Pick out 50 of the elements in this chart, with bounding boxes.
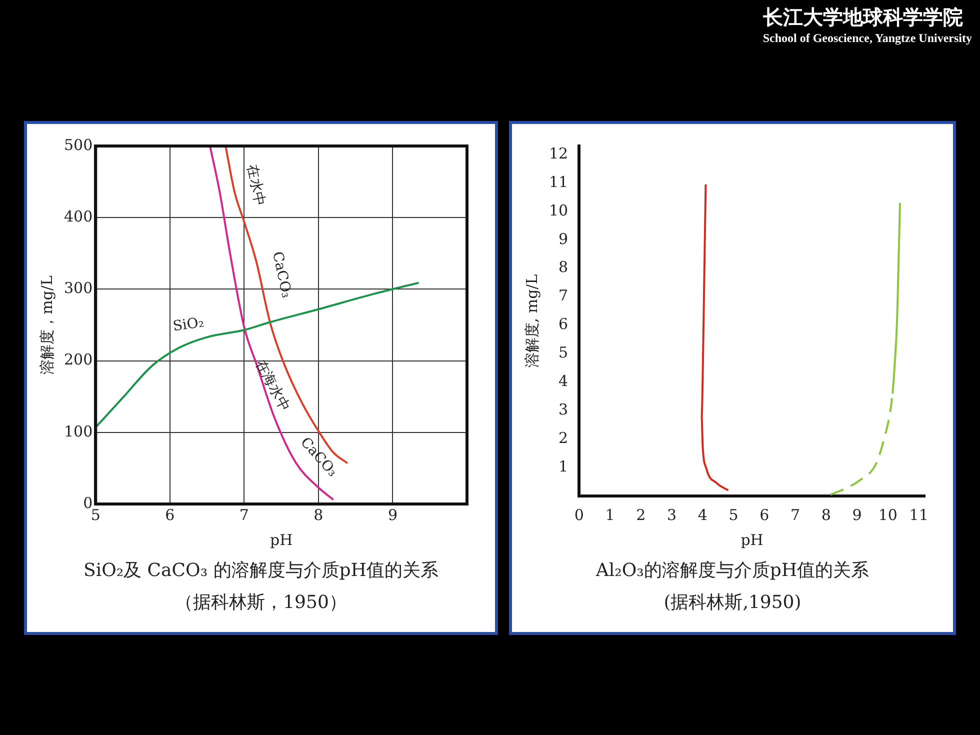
- x-tick-label: 8: [314, 506, 324, 524]
- x-tick-label: 3: [666, 506, 677, 524]
- x-tick-label: 9: [852, 506, 862, 524]
- line-series: [700, 183, 730, 492]
- annotation: CaCO₃: [268, 250, 294, 300]
- x-tick-label: 9: [388, 506, 398, 524]
- y-tick-label: 2: [558, 428, 568, 447]
- annotation: 在水中: [243, 163, 268, 208]
- x-tick-label: 4: [698, 506, 708, 524]
- text: Al₂O₃的溶解度与介质pH值的关系: [594, 559, 870, 582]
- y-tick-label: 0: [83, 494, 93, 512]
- x-tick-label: 6: [165, 506, 175, 524]
- line-series: [209, 146, 334, 501]
- y-tick-label: 4: [558, 372, 568, 390]
- x-axis-title: pH: [740, 530, 764, 549]
- y-tick-label: 100: [64, 422, 93, 440]
- y-tick-label: 400: [64, 207, 93, 226]
- y-tick-label: 200: [64, 350, 93, 369]
- y-tick-label: 300: [64, 279, 93, 298]
- text: （据科林斯，1950）: [174, 591, 348, 614]
- y-tick-label: 1: [558, 457, 568, 476]
- x-tick-label: 1: [605, 506, 615, 524]
- y-tick-label: 9: [558, 230, 568, 248]
- text: 长江大学地球科学学院: [762, 4, 964, 31]
- y-tick-label: 6: [558, 315, 568, 334]
- x-tick-label: 7: [239, 506, 249, 524]
- y-axis-title: 溶解度, mg/L: [522, 274, 541, 368]
- y-tick-label: 3: [558, 400, 568, 419]
- y-tick-label: 8: [558, 258, 568, 276]
- y-tick-label: 11: [548, 172, 568, 191]
- x-tick-label: 11: [909, 506, 928, 524]
- x-axis-title: pH: [270, 530, 293, 549]
- text: SiO₂及 CaCO₃ 的溶解度与介质pH值的关系: [82, 559, 440, 582]
- x-tick-label: 0: [574, 506, 584, 524]
- x-tick-label: 8: [821, 506, 831, 524]
- text: (据科林斯,1950): [662, 591, 802, 614]
- x-tick-label: 6: [760, 506, 770, 524]
- y-tick-label: 10: [548, 201, 568, 220]
- annotation: 在海水中: [252, 357, 293, 414]
- y-tick-label: 7: [558, 286, 568, 305]
- x-tick-label: 2: [636, 506, 646, 524]
- x-tick-label: 7: [790, 506, 800, 524]
- x-tick-label: 5: [728, 506, 738, 524]
- y-tick-label: 5: [558, 344, 568, 362]
- y-tick-label: 12: [548, 144, 568, 162]
- x-tick-label: 10: [878, 506, 898, 524]
- text: School of Geoscience, Yangtze University: [762, 31, 972, 46]
- annotation: SiO₂: [172, 314, 205, 335]
- y-axis-title: 溶解度，mg/L: [38, 276, 56, 374]
- y-tick-label: 500: [64, 136, 93, 154]
